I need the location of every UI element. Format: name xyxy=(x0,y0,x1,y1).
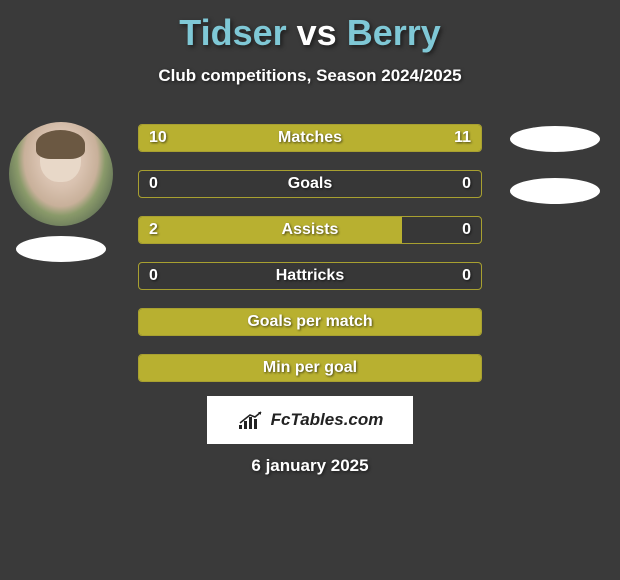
stat-row: 20Assists xyxy=(138,216,482,244)
stat-row: Min per goal xyxy=(138,354,482,382)
stat-fill-left xyxy=(139,309,481,335)
page-title: Tidser vs Berry xyxy=(0,0,620,54)
comparison-bars: 1011Matches00Goals20Assists00HattricksGo… xyxy=(138,124,482,400)
stat-value-left: 0 xyxy=(149,171,158,197)
stat-value-right: 11 xyxy=(454,125,471,151)
date-label: 6 january 2025 xyxy=(0,456,620,476)
brand-box: FcTables.com xyxy=(207,396,413,444)
player2-name: Berry xyxy=(347,12,441,53)
player1-avatar-block xyxy=(8,122,113,277)
brand-text: FcTables.com xyxy=(271,410,384,430)
stat-value-right: 0 xyxy=(462,171,471,197)
player1-name: Tidser xyxy=(179,12,286,53)
player1-team-oval xyxy=(16,236,106,262)
stat-fill-left xyxy=(139,217,402,243)
player2-team-oval-2 xyxy=(510,178,600,204)
stat-value-left: 10 xyxy=(149,125,167,151)
stat-label: Goals xyxy=(139,171,481,197)
stat-row: 0 0Hattricks xyxy=(138,262,482,290)
player2-team-oval-1 xyxy=(510,126,600,152)
brand-logo-icon xyxy=(237,409,265,431)
stat-fill-left xyxy=(139,355,481,381)
stat-row: 1011Matches xyxy=(138,124,482,152)
stat-value-left: 0 xyxy=(149,263,158,289)
player1-photo xyxy=(9,122,113,226)
vs-label: vs xyxy=(297,12,337,53)
stat-row: 0 0Goals xyxy=(138,170,482,198)
subtitle: Club competitions, Season 2024/2025 xyxy=(0,66,620,86)
stat-value-left: 2 xyxy=(149,217,158,243)
stat-row: Goals per match xyxy=(138,308,482,336)
stat-value-right: 0 xyxy=(462,263,471,289)
stat-value-right: 0 xyxy=(462,217,471,243)
stat-label: Hattricks xyxy=(139,263,481,289)
player2-avatar-block xyxy=(497,122,612,277)
